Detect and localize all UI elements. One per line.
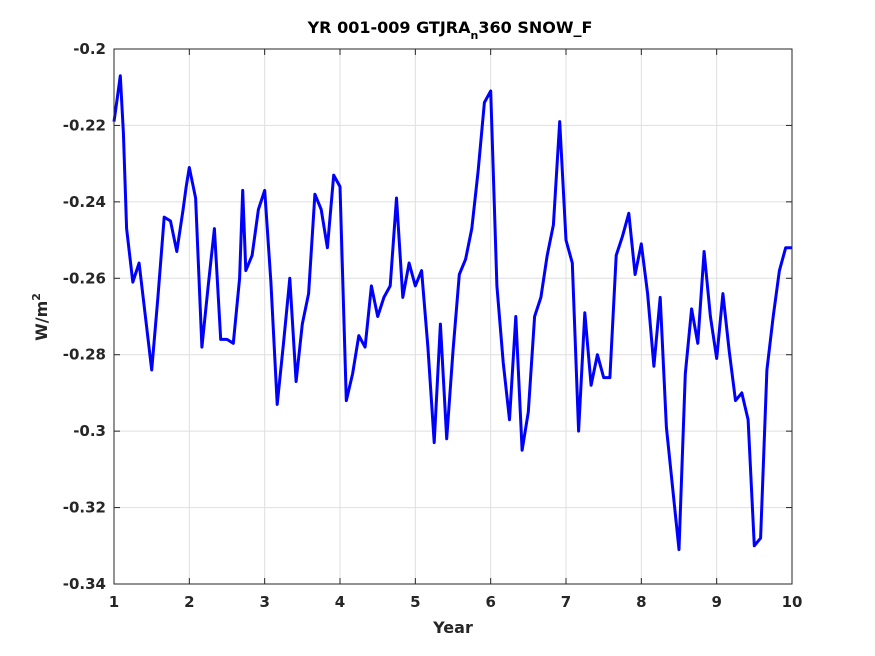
y-tick-label: -0.2: [73, 40, 106, 58]
x-tick-label: 5: [410, 593, 420, 611]
x-tick-label: 7: [561, 593, 571, 611]
y-tick-label: -0.26: [63, 269, 106, 287]
plot-area: [114, 49, 792, 584]
x-tick-label: 8: [636, 593, 646, 611]
y-tick-label: -0.32: [63, 499, 106, 517]
series-layer: [112, 74, 792, 552]
x-tick-label: 1: [109, 593, 119, 611]
x-tick-label: 3: [259, 593, 269, 611]
y-tick-label: -0.3: [73, 422, 106, 440]
series-line: [112, 74, 792, 552]
x-tick-labels: 1 2 3 4 5 6 7 8 9 10: [109, 593, 803, 611]
y-tick-label: -0.34: [63, 575, 106, 593]
x-tick-label: 2: [184, 593, 194, 611]
x-tick-label: 10: [782, 593, 803, 611]
chart-title: YR 001-009 GTJRAn360 SNOW_F: [307, 18, 593, 42]
x-tick-label: 9: [711, 593, 721, 611]
y-tick-label: -0.24: [63, 193, 106, 211]
x-axis-label: Year: [432, 618, 473, 637]
plot-frame: [113, 48, 793, 585]
y-tick-label: -0.28: [63, 346, 106, 364]
axis-ticks: [113, 48, 793, 585]
x-tick-label: 6: [485, 593, 495, 611]
y-tick-label: -0.22: [63, 116, 106, 134]
x-tick-label: 4: [335, 593, 345, 611]
y-axis-label: W/m2: [30, 293, 51, 341]
y-tick-labels: -0.34 -0.32 -0.3 -0.28 -0.26 -0.24 -0.22 -0.2: [63, 40, 106, 593]
